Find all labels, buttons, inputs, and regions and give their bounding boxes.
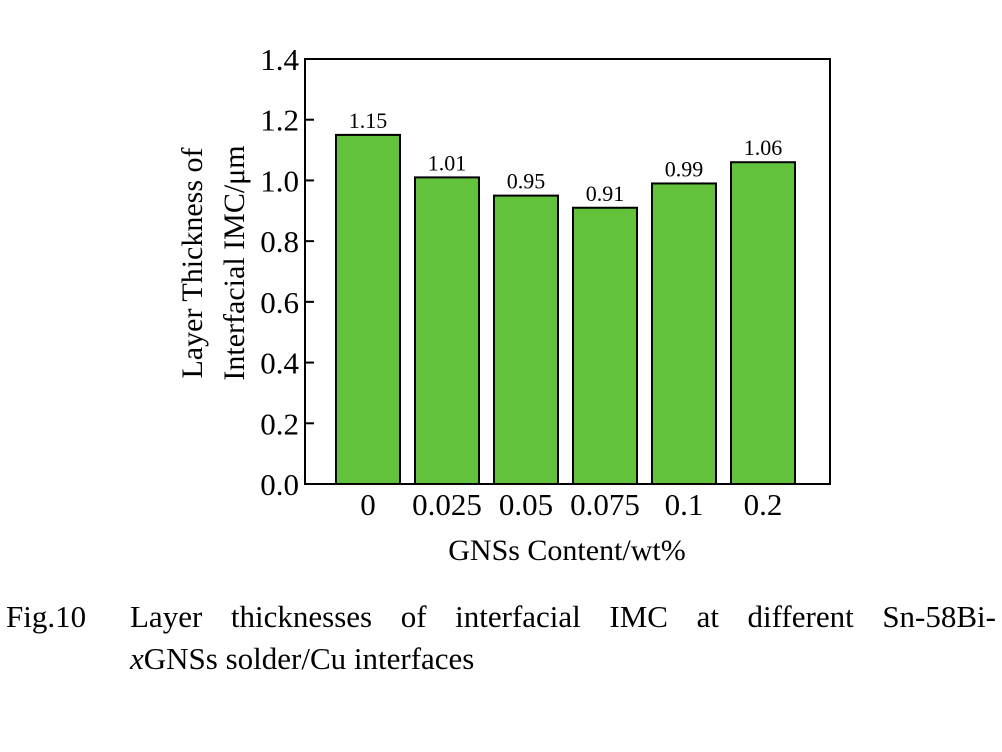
bar-data-label: 1.06: [744, 135, 783, 160]
bars-group: 1.15 1.01 0.95 0.91 0.99 1.06: [335, 108, 796, 485]
plot-area: [304, 58, 831, 485]
caption-line-2: xGNSs solder/Cu interfaces: [130, 638, 474, 680]
y-tick-label: 0.6: [260, 285, 299, 320]
x-tick-label: 0.05: [499, 487, 553, 522]
x-axis: 0 0.025 0.05 0.075 0.1 0.2: [360, 487, 782, 522]
caption-italic-x: x: [130, 641, 144, 676]
y-axis-label-line1: Layer Thickness of: [176, 147, 209, 378]
x-axis-label: GNSs Content/wt%: [448, 534, 686, 567]
y-tick-label: 0.8: [260, 224, 299, 259]
y-axis: 0.0 0.2 0.4 0.6 0.8 1.0 1.2 1.4: [260, 42, 314, 502]
bar: [335, 133, 401, 485]
y-axis-label-line2: Interfacial IMC/μm: [218, 145, 251, 380]
x-tick-label: 0.2: [744, 487, 783, 522]
x-tick-label: 0.025: [412, 487, 482, 522]
y-tick-label: 1.4: [260, 42, 299, 77]
bar-data-label: 1.01: [428, 150, 467, 175]
bar: [572, 206, 638, 485]
bar: [414, 176, 480, 485]
x-tick-label: 0.1: [665, 487, 704, 522]
x-tick-label: 0: [360, 487, 376, 522]
bar-data-label: 0.95: [507, 169, 546, 194]
bar: [730, 161, 796, 485]
caption-line-1: Layer thicknesses of interfacial IMC at …: [130, 599, 996, 634]
bar: [651, 182, 717, 485]
bar: [493, 194, 559, 485]
caption-label: Fig.10: [6, 599, 87, 634]
y-tick-label: 1.0: [260, 163, 299, 198]
x-tick-label: 0.075: [570, 487, 640, 522]
y-tick-label: 0.2: [260, 406, 299, 441]
y-tick-label: 0.4: [260, 346, 299, 381]
y-tick-label: 0.0: [260, 467, 299, 502]
bar-data-label: 1.15: [349, 108, 388, 133]
y-tick-label: 1.2: [260, 103, 299, 138]
bar-data-label: 0.91: [586, 181, 625, 206]
caption-line-2-rest: GNSs solder/Cu interfaces: [143, 641, 475, 676]
bar-chart: 1.15 1.01 0.95 0.91 0.99 1.06 0.0 0.2 0.4 0.6 0.8…: [176, 42, 831, 567]
bar-data-label: 0.99: [665, 156, 704, 181]
